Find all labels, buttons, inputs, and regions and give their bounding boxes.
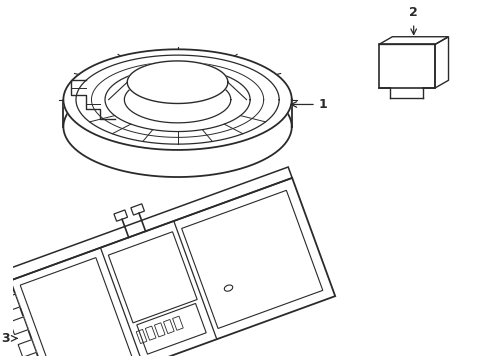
- Polygon shape: [1, 294, 20, 312]
- Polygon shape: [379, 45, 435, 88]
- Text: 3: 3: [1, 332, 9, 345]
- Polygon shape: [435, 37, 448, 88]
- Polygon shape: [63, 49, 292, 150]
- Polygon shape: [63, 76, 292, 177]
- Polygon shape: [379, 37, 448, 45]
- Text: 2: 2: [409, 6, 418, 19]
- Polygon shape: [10, 178, 335, 360]
- Polygon shape: [10, 317, 28, 334]
- Polygon shape: [18, 339, 36, 357]
- Polygon shape: [127, 61, 228, 103]
- Text: 1: 1: [319, 98, 328, 111]
- Polygon shape: [6, 167, 292, 280]
